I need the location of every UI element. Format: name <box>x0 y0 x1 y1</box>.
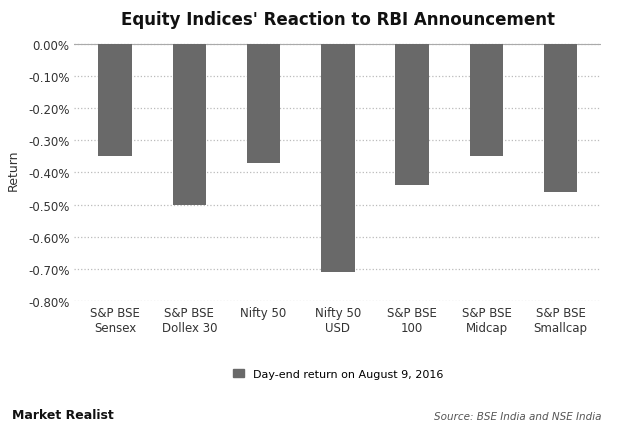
Bar <box>470 45 503 157</box>
Text: Source: BSE India and NSE India: Source: BSE India and NSE India <box>434 412 601 421</box>
Bar <box>172 45 206 205</box>
Bar <box>247 45 280 163</box>
Bar <box>99 45 132 157</box>
Bar <box>544 45 577 192</box>
Text: Market Realist: Market Realist <box>12 408 114 421</box>
Legend: Day-end return on August 9, 2016: Day-end return on August 9, 2016 <box>228 364 448 383</box>
Y-axis label: Return: Return <box>7 149 20 190</box>
Bar <box>396 45 429 186</box>
Bar <box>321 45 355 272</box>
Title: Equity Indices' Reaction to RBI Announcement: Equity Indices' Reaction to RBI Announce… <box>121 11 555 29</box>
